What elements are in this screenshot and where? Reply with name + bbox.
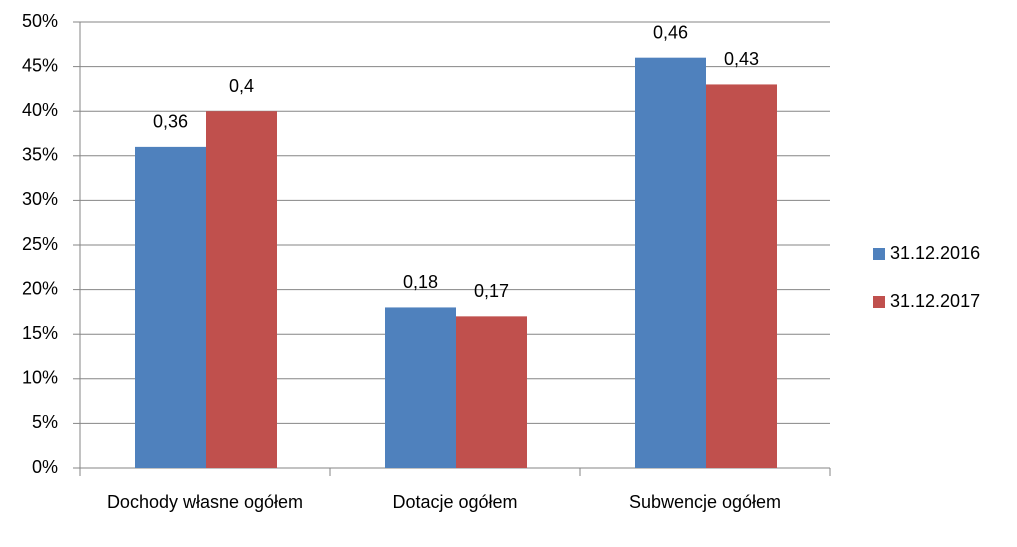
data-label: 0,36 [153, 112, 188, 132]
y-tick-label: 5% [32, 412, 58, 432]
data-label: 0,43 [724, 49, 759, 69]
y-tick-label: 10% [22, 368, 58, 388]
y-tick-label: 50% [22, 11, 58, 31]
y-tick-label: 30% [22, 189, 58, 209]
x-tick-label: Dotacje ogółem [392, 492, 518, 512]
legend-swatch [873, 296, 885, 308]
legend-label: 31.12.2017 [890, 291, 980, 311]
y-tick-label: 35% [22, 145, 58, 165]
y-tick-label: 45% [22, 55, 58, 75]
bar [456, 316, 527, 468]
bar [135, 146, 206, 468]
legend-label: 31.12.2016 [890, 243, 980, 263]
bar [206, 111, 277, 468]
bar [706, 84, 777, 468]
data-label: 0,18 [403, 272, 438, 292]
legend-swatch [873, 248, 885, 260]
data-label: 0,46 [653, 22, 688, 42]
y-tick-label: 0% [32, 457, 58, 477]
data-label: 0,17 [474, 281, 509, 301]
y-tick-label: 20% [22, 278, 58, 298]
x-tick-label: Subwencje ogółem [628, 492, 782, 512]
y-tick-label: 25% [22, 234, 58, 254]
data-label: 0,4 [229, 76, 254, 96]
bar [385, 307, 456, 468]
x-tick-label: Dochody własne ogółem [106, 492, 304, 512]
y-tick-label: 40% [22, 100, 58, 120]
bar [635, 57, 706, 469]
y-tick-label: 15% [22, 323, 58, 343]
